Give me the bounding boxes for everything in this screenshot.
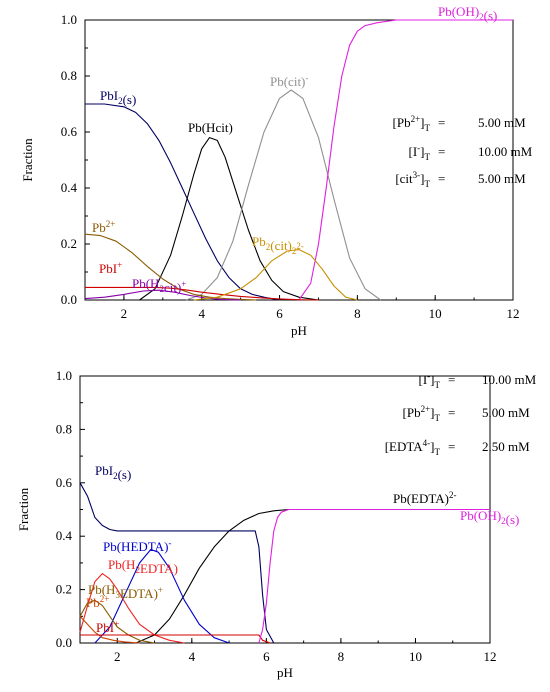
y-tick-label: 0.0 — [56, 635, 72, 650]
y-tick-label: 0.8 — [56, 421, 72, 436]
condition-equals: = — [438, 144, 445, 159]
y-tick-label: 0.2 — [56, 582, 72, 597]
x-tick-label: 2 — [121, 306, 128, 321]
x-tick-label: 8 — [354, 306, 361, 321]
series-label: Pb(OH)2(s) — [460, 508, 519, 527]
condition-label: [cit3-]T — [395, 170, 430, 189]
y-tick-label: 0.4 — [56, 528, 73, 543]
y-tick-label: 1.0 — [61, 12, 77, 27]
series-label: Pb2+ — [92, 219, 115, 235]
y-tick-label: 0.6 — [61, 124, 78, 139]
series-label: PbI2(s) — [100, 88, 136, 107]
chart-top: 2 4 6 8 10 12 0.0 0.2 0.4 0.6 0.8 1.0 pH Fraction PbI2… — [20, 4, 533, 338]
y-axis-label: Fraction — [16, 487, 31, 531]
series-label: PbI+ — [96, 619, 119, 635]
chart-bottom: 2 4 6 8 10 12 0.0 0.2 0.4 0.6 0.8 1.0 pH Fraction PbI2… — [16, 368, 537, 680]
series-line — [193, 249, 358, 301]
x-tick-label: 12 — [484, 649, 497, 664]
series-label: Pb(H2EDTA) — [108, 557, 178, 576]
series-line — [135, 508, 304, 644]
x-tick-label: 8 — [338, 649, 345, 664]
series-label: Pb(cit)- — [270, 73, 308, 89]
series-line — [79, 573, 185, 644]
series-line — [298, 19, 513, 301]
series-line — [94, 548, 230, 644]
condition-value: 5.00 mM — [478, 171, 526, 186]
condition-label: [I-]T — [418, 371, 440, 390]
x-tick-label: 10 — [429, 306, 442, 321]
x-tick-label: 12 — [507, 306, 520, 321]
x-tick-label: 6 — [263, 649, 270, 664]
plot-frame — [84, 19, 514, 301]
series-line — [258, 508, 490, 644]
series-label: Pb(OH)2(s) — [438, 4, 497, 23]
y-tick-label: 0.4 — [61, 180, 78, 195]
series-line — [139, 137, 319, 301]
series-label: Pb2(cit)22- — [252, 234, 304, 256]
series-line — [186, 89, 382, 301]
x-axis-label: pH — [291, 323, 307, 338]
x-axis-label: pH — [277, 665, 293, 680]
series-label: Pb(HEDTA)- — [103, 538, 171, 554]
series-label: Pb(H3EDTA)+ — [88, 582, 163, 601]
condition-label: [EDTA4-]T — [385, 438, 441, 457]
x-tick-label: 2 — [114, 649, 121, 664]
series-label: PbI2(s) — [95, 463, 131, 482]
y-tick-label: 0.8 — [61, 68, 77, 83]
condition-equals: = — [448, 372, 455, 387]
y-tick-label: 0.2 — [61, 236, 77, 251]
series-label: Pb(Hcit) — [188, 120, 233, 135]
condition-equals: = — [438, 171, 445, 186]
series-line — [84, 233, 257, 301]
condition-value: 5.00 mM — [478, 115, 526, 130]
condition-label: [Pb2+]T — [403, 404, 441, 423]
condition-value: 10.00 mM — [482, 372, 537, 387]
series-line — [79, 482, 275, 644]
condition-label: [I-]T — [408, 143, 430, 162]
x-tick-label: 4 — [189, 649, 196, 664]
x-tick-label: 10 — [409, 649, 422, 664]
series-label: Pb(H2cit)+ — [132, 276, 186, 295]
series-label: PbI+ — [99, 260, 122, 276]
y-tick-label: 1.0 — [56, 368, 72, 383]
series-label: Pb2+ — [86, 594, 109, 610]
condition-value: 10.00 mM — [478, 144, 533, 159]
condition-equals: = — [448, 439, 455, 454]
series-line — [85, 103, 280, 301]
series-line — [85, 286, 319, 301]
condition-value: 2.50 mM — [482, 439, 530, 454]
series-line — [84, 289, 241, 301]
series-line — [79, 599, 155, 644]
condition-value: 5.00 mM — [482, 405, 530, 420]
condition-equals: = — [438, 115, 445, 130]
y-axis-label: Fraction — [20, 138, 35, 182]
series-line — [79, 615, 140, 644]
y-tick-label: 0.0 — [61, 292, 77, 307]
y-tick-label: 0.6 — [56, 475, 73, 490]
condition-label: [Pb2+]T — [393, 114, 431, 133]
x-tick-label: 4 — [198, 306, 205, 321]
condition-equals: = — [448, 405, 455, 420]
x-tick-label: 6 — [276, 306, 283, 321]
series-label: Pb(EDTA)2- — [393, 490, 457, 506]
